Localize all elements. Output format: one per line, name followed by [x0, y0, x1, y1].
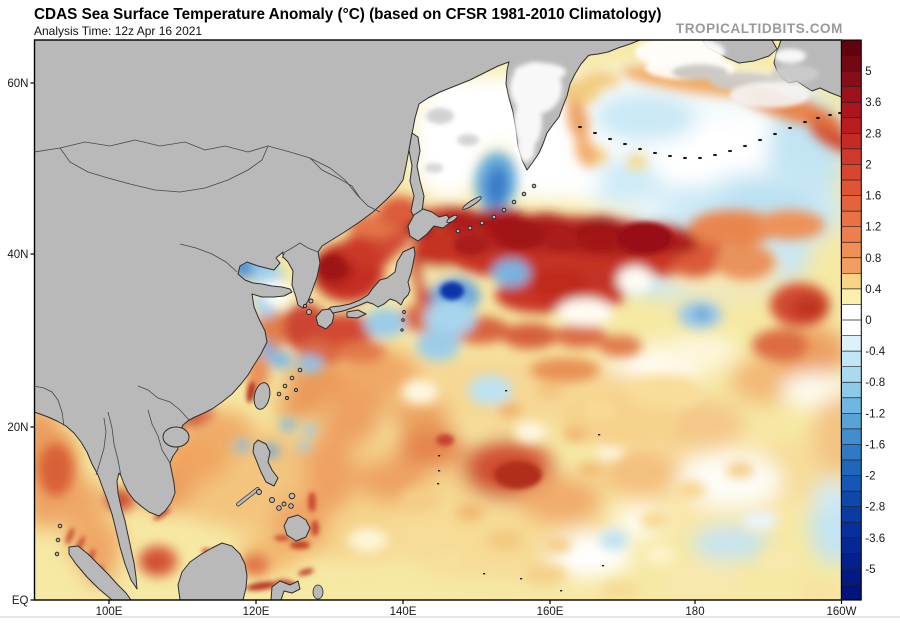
- svg-text:-3.6: -3.6: [865, 533, 885, 545]
- svg-text:5: 5: [865, 66, 871, 78]
- svg-text:-1.2: -1.2: [865, 408, 885, 420]
- svg-text:2.8: 2.8: [865, 128, 881, 140]
- svg-text:160W: 160W: [826, 606, 856, 618]
- svg-text:-0.8: -0.8: [865, 377, 885, 389]
- svg-text:-2: -2: [865, 471, 875, 483]
- svg-text:-5: -5: [865, 564, 875, 576]
- svg-text:60N: 60N: [7, 78, 28, 90]
- svg-text:-2.8: -2.8: [865, 502, 885, 514]
- svg-text:100E: 100E: [96, 606, 123, 618]
- svg-text:CDAS Sea Surface Temperature A: CDAS Sea Surface Temperature Anomaly (°C…: [34, 6, 662, 23]
- svg-text:3.6: 3.6: [865, 97, 881, 109]
- svg-text:40N: 40N: [7, 249, 28, 261]
- svg-text:Analysis Time: 12z Apr 16 2021: Analysis Time: 12z Apr 16 2021: [34, 24, 202, 38]
- svg-text:0.8: 0.8: [865, 253, 881, 265]
- svg-text:TROPICALTIDBITS.COM: TROPICALTIDBITS.COM: [676, 21, 843, 36]
- svg-text:20N: 20N: [7, 422, 28, 434]
- svg-text:180: 180: [685, 606, 704, 618]
- svg-text:-0.4: -0.4: [865, 346, 885, 358]
- svg-text:140E: 140E: [390, 606, 417, 618]
- svg-text:120E: 120E: [243, 606, 270, 618]
- svg-text:0.4: 0.4: [865, 284, 882, 296]
- svg-text:-1.6: -1.6: [865, 439, 885, 451]
- svg-text:0: 0: [865, 315, 871, 327]
- svg-text:2: 2: [865, 159, 871, 171]
- svg-text:160E: 160E: [537, 606, 564, 618]
- svg-text:EQ: EQ: [12, 595, 29, 607]
- svg-text:1.6: 1.6: [865, 191, 881, 203]
- svg-text:1.2: 1.2: [865, 222, 881, 234]
